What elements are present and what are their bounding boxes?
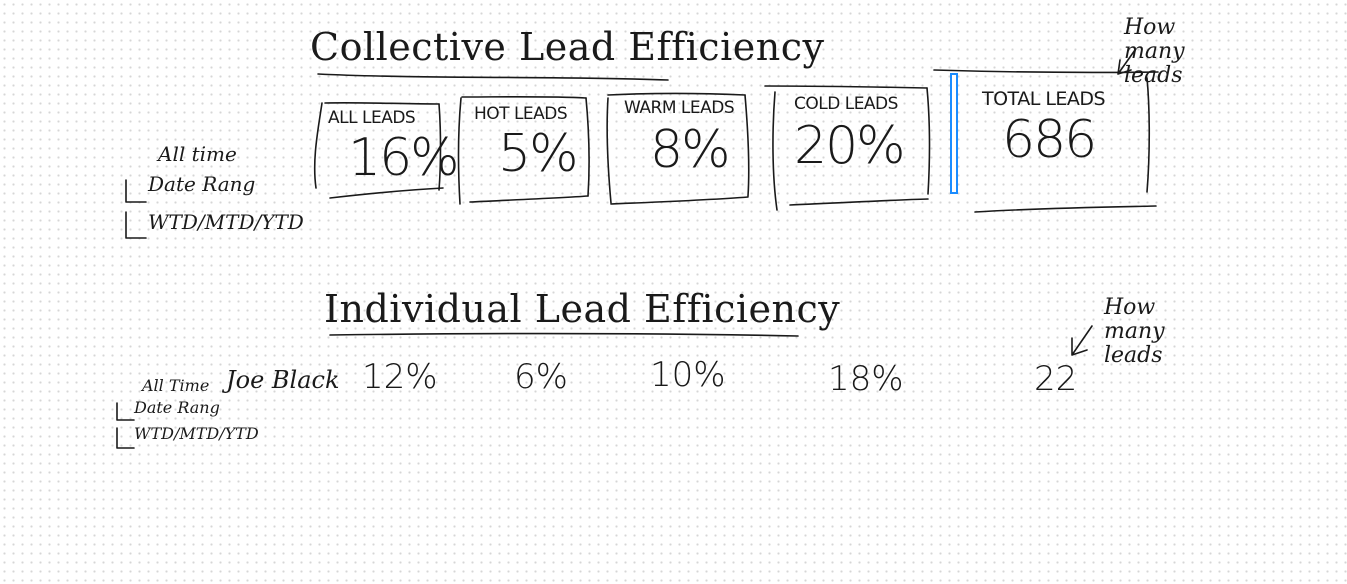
total-leads-arrow	[1117, 49, 1136, 75]
card-box-warm-leads	[606, 92, 750, 205]
row-value-total-leads: 22	[1034, 359, 1078, 399]
card-box-hot-leads	[457, 95, 590, 205]
row-total-annotation: How many leads	[1104, 295, 1165, 368]
card-box-total-leads	[933, 69, 1159, 213]
collective-filter-periods: WTD/MTD/YTD	[148, 210, 304, 234]
card-value-total-leads: 686	[1002, 110, 1097, 170]
individual-filter-periods: WTD/MTD/YTD	[134, 424, 259, 443]
card-label-warm-leads: WARM LEADS	[624, 98, 735, 118]
row-value-cold-leads: 18%	[828, 359, 904, 399]
collective-title-underline	[317, 73, 669, 81]
individual-filter-bracket	[116, 402, 135, 449]
card-label-all-leads: ALL LEADS	[328, 108, 416, 128]
total-leads-annotation: How many leads	[1124, 15, 1185, 88]
collective-filter-bracket	[125, 179, 147, 239]
card-label-hot-leads: HOT LEADS	[474, 104, 568, 124]
card-value-warm-leads: 8%	[650, 120, 730, 180]
card-box-cold-leads	[764, 85, 931, 211]
individual-filter-all-time: All Time	[142, 376, 210, 395]
row-value-all-leads: 12%	[362, 357, 438, 397]
card-value-all-leads: 16%	[348, 128, 460, 188]
collective-title: Collective Lead Efficiency	[310, 25, 825, 69]
card-value-hot-leads: 5%	[498, 124, 578, 184]
card-label-total-leads: TOTAL LEADS	[982, 88, 1106, 110]
card-label-cold-leads: COLD LEADS	[794, 94, 898, 114]
row-value-hot-leads: 6%	[514, 357, 568, 397]
individual-title: Individual Lead Efficiency	[324, 287, 841, 331]
row-total-arrow	[1071, 325, 1093, 356]
collective-filter-date-range: Date Rang	[148, 172, 256, 196]
card-box-all-leads	[313, 101, 444, 199]
individual-filter-date-range: Date Rang	[134, 398, 220, 417]
individual-title-underline	[329, 332, 799, 337]
collective-filter-all-time: All time	[158, 142, 237, 166]
row-name-joe-black: Joe Black	[226, 366, 340, 394]
row-value-warm-leads: 10%	[650, 355, 726, 395]
selection-handle[interactable]	[950, 73, 958, 194]
card-value-cold-leads: 20%	[794, 116, 906, 176]
